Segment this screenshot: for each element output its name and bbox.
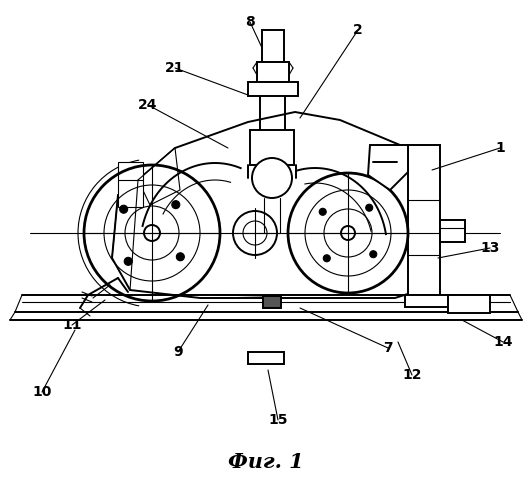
Circle shape <box>366 204 373 211</box>
Text: 1: 1 <box>495 141 505 155</box>
Bar <box>405 295 460 307</box>
Text: 9: 9 <box>173 345 183 359</box>
Polygon shape <box>138 148 180 205</box>
Text: 13: 13 <box>481 241 500 255</box>
Text: 24: 24 <box>138 98 158 112</box>
Polygon shape <box>368 145 408 190</box>
Circle shape <box>252 158 292 198</box>
Bar <box>118 162 143 207</box>
Bar <box>448 295 490 313</box>
Text: 14: 14 <box>493 335 513 349</box>
Circle shape <box>323 255 330 262</box>
Text: 11: 11 <box>62 318 82 332</box>
Text: 10: 10 <box>32 385 52 399</box>
Bar <box>262 30 284 62</box>
Circle shape <box>172 201 180 209</box>
Circle shape <box>176 253 184 261</box>
Text: 8: 8 <box>245 15 255 29</box>
Circle shape <box>119 205 127 213</box>
Bar <box>250 130 294 165</box>
Bar <box>248 352 284 364</box>
Circle shape <box>370 250 377 257</box>
Circle shape <box>124 257 132 265</box>
Bar <box>257 62 289 82</box>
Text: 12: 12 <box>402 368 422 382</box>
Text: 2: 2 <box>353 23 363 37</box>
Text: 21: 21 <box>165 61 185 75</box>
Circle shape <box>319 208 326 215</box>
Text: Фиг. 1: Фиг. 1 <box>228 452 304 472</box>
Bar <box>440 220 465 242</box>
Bar <box>408 145 440 303</box>
Text: 15: 15 <box>268 413 288 427</box>
Polygon shape <box>112 112 428 298</box>
Bar <box>248 82 298 96</box>
Text: 7: 7 <box>383 341 393 355</box>
Bar <box>263 296 281 308</box>
